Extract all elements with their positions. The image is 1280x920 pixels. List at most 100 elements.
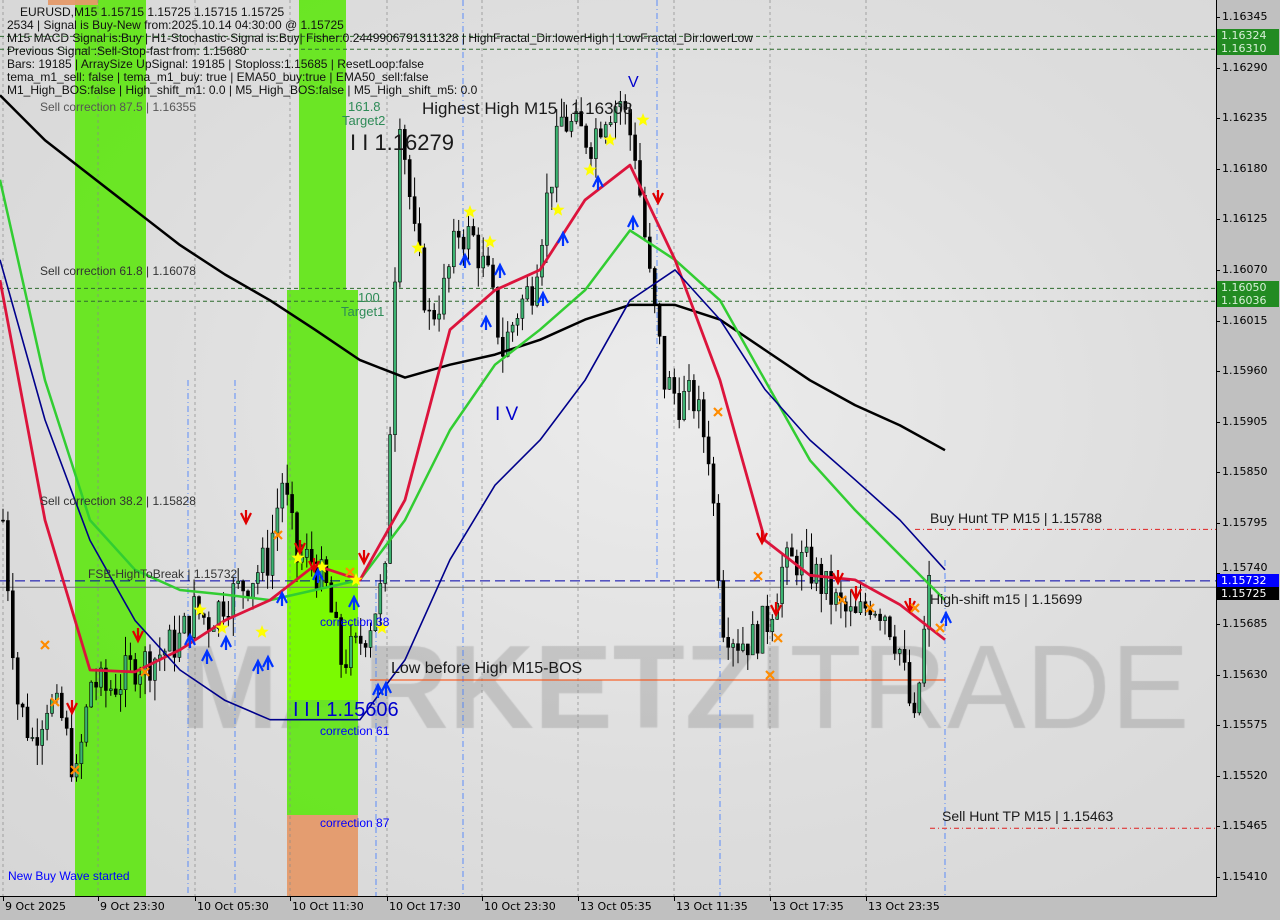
bear-candle (677, 393, 682, 420)
bear-candle (892, 636, 897, 654)
bear-candle (692, 380, 696, 412)
price-tick (1216, 17, 1220, 18)
signal-star-icon (603, 133, 617, 146)
bull-candle (45, 712, 49, 730)
signal-cross-icon (765, 670, 775, 680)
signal-cross-icon (70, 765, 80, 775)
bull-candle (383, 563, 388, 584)
price-tick (1216, 168, 1220, 170)
previous-signal: Previous Signal :Sell-Stop-fast from: 1.… (7, 44, 247, 58)
bull-candle (897, 649, 902, 654)
time-tick-label: 10 Oct 17:30 (389, 900, 461, 913)
highest-high-label: Highest High M15 | 1.16308 (422, 99, 633, 118)
chart-canvas (0, 0, 1216, 896)
bull-candle (873, 613, 878, 616)
bear-candle (94, 681, 98, 688)
bear-candle (745, 643, 750, 656)
bull-candle (574, 111, 579, 122)
price-tick (1216, 877, 1220, 878)
bear-candle (456, 230, 461, 238)
bull-candle (275, 507, 280, 534)
bear-candle (461, 236, 466, 250)
bear-candle (589, 147, 593, 159)
time-tick (290, 896, 291, 901)
correction-38-label: correction 38 (320, 615, 390, 629)
bull-candle (922, 628, 927, 684)
bull-candle (260, 547, 265, 573)
price-tick (1216, 219, 1220, 221)
bull-candle (177, 632, 182, 658)
bull-candle (270, 532, 275, 576)
bear-candle (221, 601, 226, 617)
price-tick (1216, 826, 1220, 828)
time-tick (387, 896, 388, 901)
bear-candle (11, 590, 15, 659)
bull-candle (618, 101, 623, 108)
bull-candle (525, 286, 530, 300)
bear-candle (295, 512, 299, 563)
new-buy-wave-label: New Buy Wave started (8, 869, 130, 883)
wave-iv-label: I V (495, 404, 519, 425)
high-shift-label: High-shift m15 | 1.15699 (930, 591, 1083, 607)
bull-candle (280, 482, 285, 509)
bear-candle (701, 399, 706, 438)
signal-star-icon (349, 573, 363, 586)
price-tick-label: 1.15850 (1222, 465, 1268, 479)
price-tick-label: 1.16070 (1222, 262, 1268, 276)
bear-candle (853, 606, 858, 613)
buy-arrow-icon (940, 610, 952, 626)
bear-candle (491, 264, 495, 288)
time-tick-label: 10 Oct 23:30 (484, 900, 556, 913)
bull-candle (192, 596, 196, 638)
bull-candle (481, 255, 486, 269)
bear-candle (829, 571, 833, 605)
price-tick-label: 1.16125 (1222, 212, 1268, 226)
signal-star-icon (636, 113, 650, 126)
bear-candle (20, 703, 25, 708)
bull-candle (515, 318, 520, 326)
sell-arrow-icon (358, 550, 370, 566)
bull-candle (667, 377, 672, 390)
buy-arrow-icon (252, 658, 264, 674)
bear-candle (344, 664, 348, 668)
ema-slow-line (0, 259, 946, 721)
bear-candle (711, 463, 716, 504)
bear-candle (907, 662, 912, 704)
price-tick (1216, 269, 1220, 271)
bear-candle (638, 160, 642, 196)
price-chart[interactable]: EURUSD,M15 1.15715 1.15725 1.15715 1.157… (0, 0, 1217, 897)
bear-candle (486, 255, 490, 266)
bear-candle (721, 580, 726, 638)
bull-candle (255, 572, 260, 584)
bull-candle (79, 741, 84, 764)
symbol-ohlc: EURUSD,M15 1.15715 1.15725 1.15715 1.157… (20, 5, 285, 19)
bear-candle (265, 547, 270, 576)
sell-hunt-tp-label: Sell Hunt TP M15 | 1.15463 (942, 808, 1114, 824)
sell-arrow-icon (132, 628, 144, 644)
bull-candle (804, 546, 809, 553)
bull-candle (613, 106, 618, 123)
bull-candle (118, 689, 123, 695)
sell-arrow-icon (66, 700, 78, 716)
bear-candle (25, 706, 30, 739)
signal-zone (48, 0, 98, 5)
bear-candle (530, 286, 535, 306)
target1-label: Target1 (341, 304, 385, 319)
bull-candle (231, 583, 236, 618)
signal-star-icon (193, 603, 207, 616)
time-tick-label: 13 Oct 11:35 (676, 900, 748, 913)
signal-star-icon (411, 241, 425, 254)
bear-candle (584, 125, 588, 148)
ma-long-line (0, 94, 946, 452)
bear-candle (888, 616, 892, 638)
bull-candle (927, 575, 931, 630)
bull-candle (545, 192, 549, 246)
bear-candle (902, 649, 907, 663)
bear-candle (647, 236, 652, 269)
price-tick-label: 1.16015 (1222, 313, 1268, 327)
bull-candle (883, 616, 887, 621)
bull-candle (353, 635, 358, 638)
time-tick-label: 10 Oct 11:30 (292, 900, 364, 913)
signal-star-icon (375, 621, 389, 634)
price-tick-label: 1.15685 (1222, 617, 1268, 631)
